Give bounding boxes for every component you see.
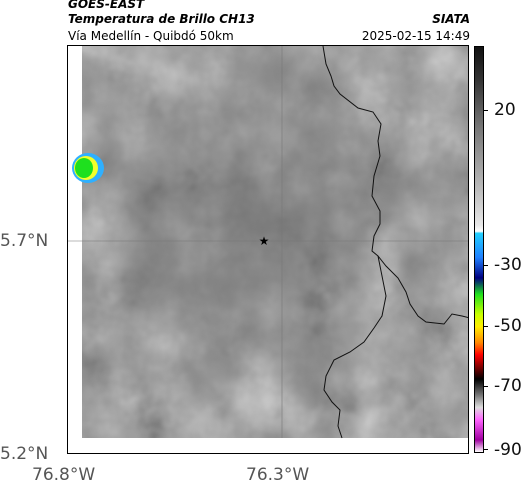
colorbar-label: -50	[494, 316, 522, 336]
agency-label: SIATA	[432, 12, 470, 26]
colorbar-tick	[484, 110, 488, 111]
cloud-shading	[82, 46, 468, 438]
colorbar-label: 20	[494, 100, 516, 120]
colorbar-label: -30	[494, 255, 522, 275]
colorbar-tick	[484, 386, 488, 387]
region-subtitle: Vía Medellín - Quibdó 50km	[68, 29, 234, 43]
product-title: Temperatura de Brillo CH13	[68, 12, 255, 26]
colorbar-tick	[484, 326, 488, 327]
satellite-title: GOES-EAST	[68, 0, 145, 11]
colorbar-label: -90	[494, 440, 522, 460]
lat-tick-5-7: 5.7°N	[0, 231, 49, 251]
colorbar-tick	[484, 449, 488, 450]
lon-tick-76-8: 76.8°W	[32, 465, 96, 485]
lat-tick-5-2: 5.2°N	[0, 444, 49, 464]
map-canvas: ★	[68, 46, 468, 439]
department-boundary	[322, 46, 468, 325]
timestamp-label: 2025-02-15 14:49	[361, 29, 470, 43]
star-icon: ★	[259, 234, 270, 248]
convective-cell	[72, 153, 104, 183]
municipal-boundary	[323, 255, 387, 439]
satellite-map[interactable]: ★	[67, 45, 469, 454]
colorbar-label: -70	[494, 376, 522, 396]
temperature-colorbar	[474, 46, 484, 453]
lon-tick-76-3: 76.3°W	[246, 465, 310, 485]
colorbar-tick	[484, 265, 488, 266]
